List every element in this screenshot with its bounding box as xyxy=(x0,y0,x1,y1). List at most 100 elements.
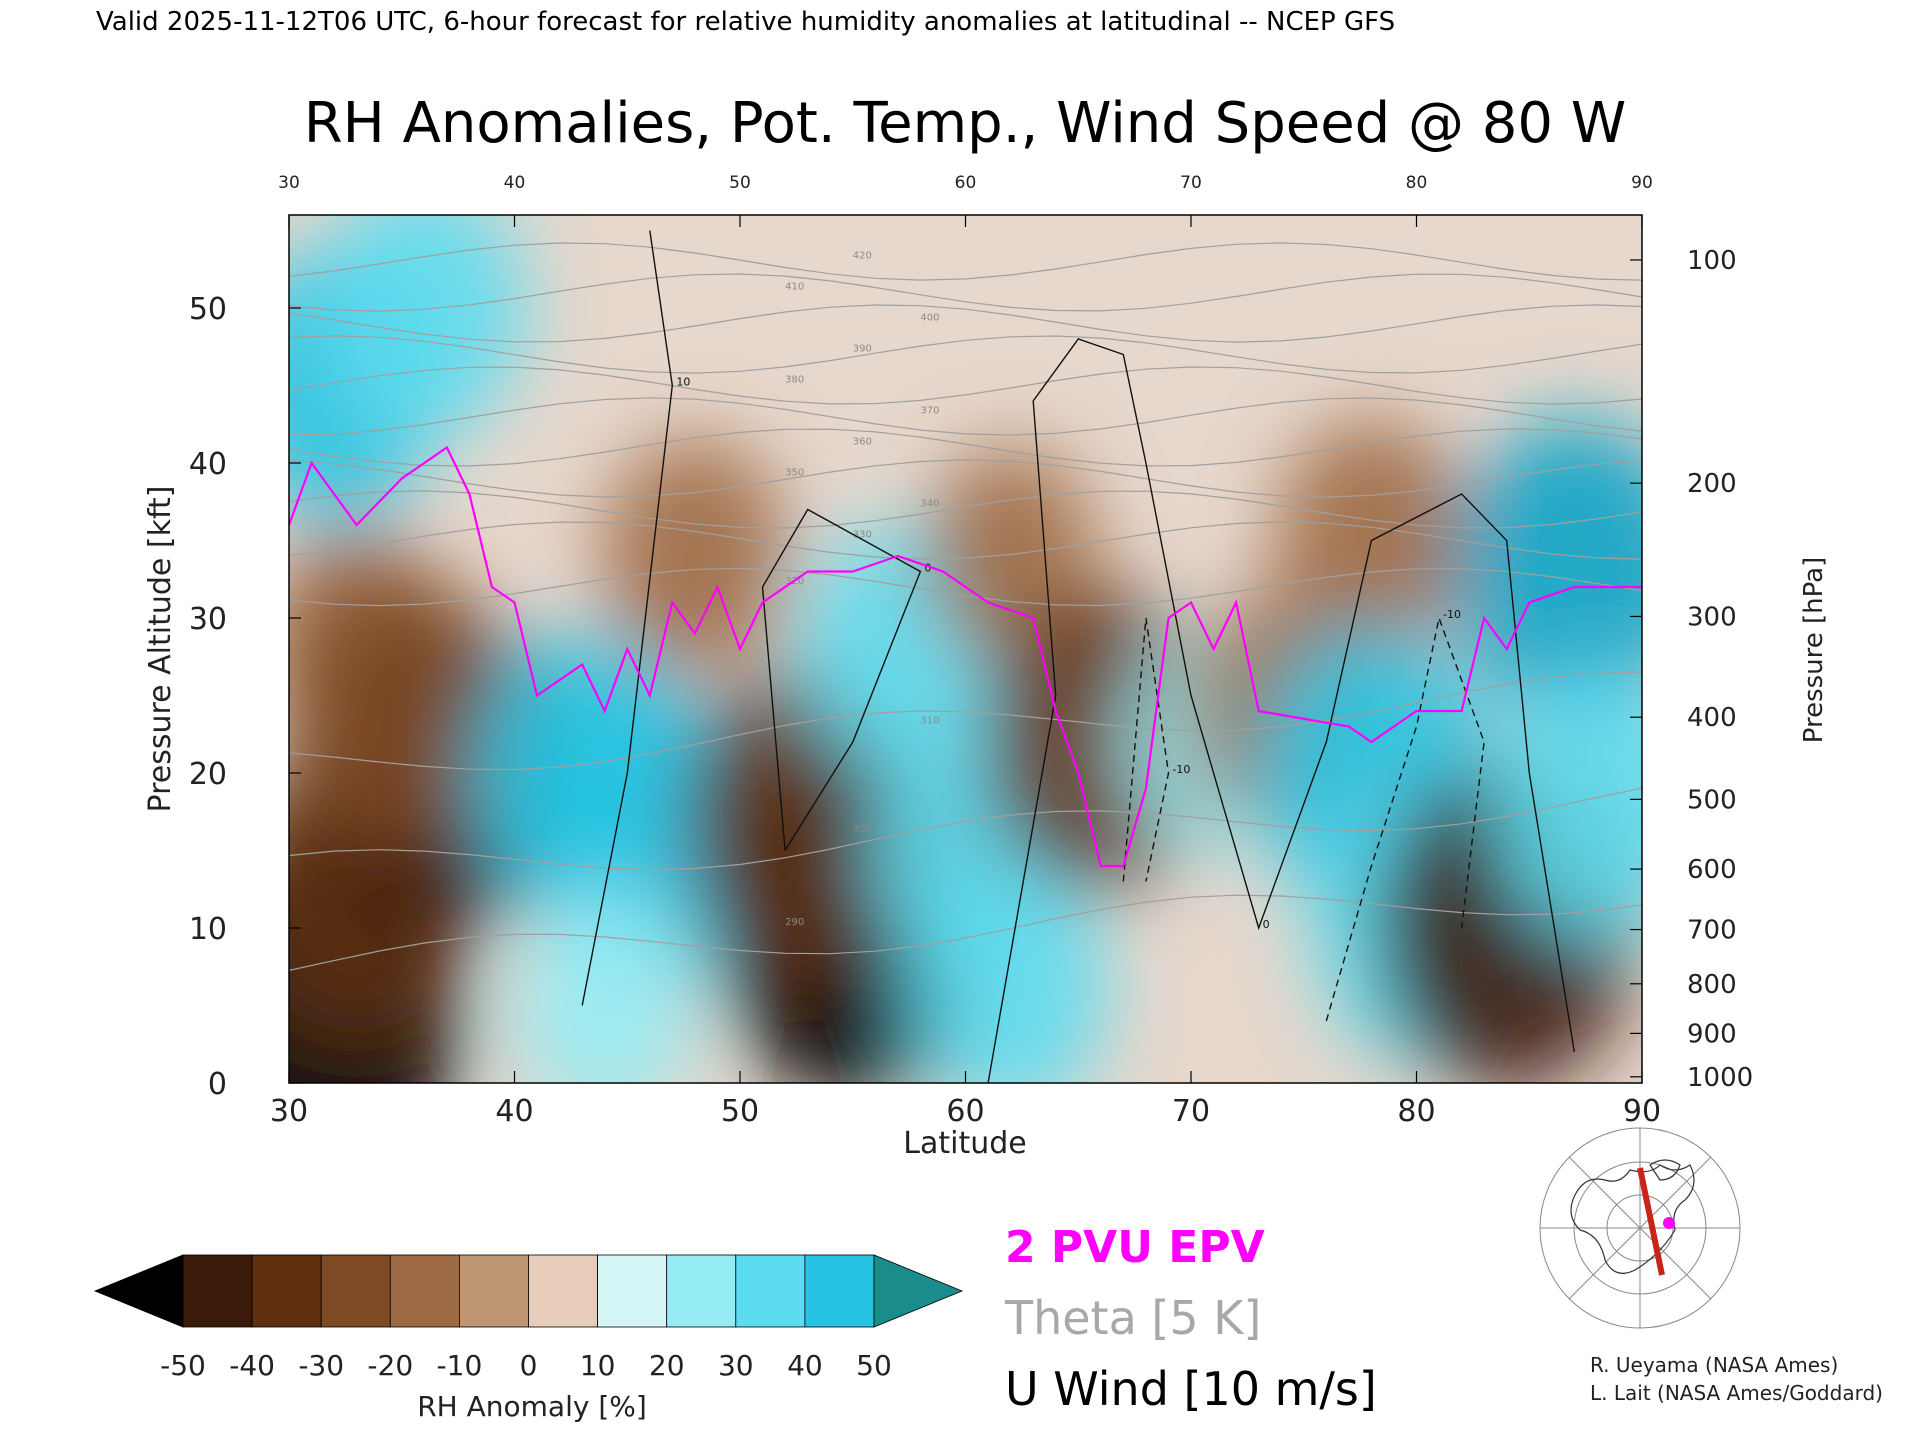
pressure-tick-label-800: 800 xyxy=(1687,970,1737,1000)
y-tick-label-30: 30 xyxy=(189,602,227,637)
theta-label-290: 290 xyxy=(785,917,804,928)
x-tick-label-60: 60 xyxy=(946,1094,984,1129)
theta-label-330: 330 xyxy=(853,530,872,541)
x-top-tick-label-70: 70 xyxy=(1180,173,1202,193)
pressure-tick-label-100: 100 xyxy=(1687,246,1737,276)
anomaly-cell-9 xyxy=(515,891,695,1083)
legend: 2 PVU EPV Theta [5 K] U Wind [10 m/s] xyxy=(1004,1222,1377,1416)
colorbar-segment-1 xyxy=(251,1254,322,1328)
legend-u-wind: U Wind [10 m/s] xyxy=(1005,1362,1377,1416)
colorbar-tick-label-1: -40 xyxy=(229,1349,275,1382)
anomaly-cell-6 xyxy=(321,215,527,438)
theta-contour-290 xyxy=(289,894,1642,971)
theta-label-410: 410 xyxy=(785,282,804,293)
theta-contour-410 xyxy=(289,273,1642,312)
theta-label-310: 310 xyxy=(920,716,939,727)
x-axis-top: 30 40 50 60 70 80 90 xyxy=(278,173,1653,227)
colorbar-segment-3 xyxy=(389,1254,460,1328)
theta-contour-340 xyxy=(289,490,1642,529)
y-tick-label-40: 40 xyxy=(189,447,227,482)
anomaly-cell-17 xyxy=(912,864,1110,1083)
theta-contour-420 xyxy=(289,242,1642,281)
theta-label-370: 370 xyxy=(920,406,939,417)
pressure-axis-label: Pressure [hPa] xyxy=(1799,557,1829,744)
theta-contours: 2903003103203303403503603703803904004104… xyxy=(289,242,1642,971)
valid-line: Valid 2025-11-12T06 UTC, 6-hour forecast… xyxy=(96,7,1395,37)
credit-line-1: R. Ueyama (NASA Ames) xyxy=(1590,1353,1838,1377)
plot-area: 2903003103203303403503603703803904004104… xyxy=(288,214,1643,1084)
pressure-tick-label-1000: 1000 xyxy=(1687,1063,1753,1093)
pressure-tick-label-200: 200 xyxy=(1687,469,1737,499)
x-top-tick-label-90: 90 xyxy=(1631,173,1653,193)
theta-label-340: 340 xyxy=(920,499,939,510)
colorbar-tick-label-10: 50 xyxy=(856,1349,892,1382)
theta-contour-360 xyxy=(289,428,1642,467)
colorbar-segment-8 xyxy=(735,1254,806,1328)
theta-label-420: 420 xyxy=(853,251,872,262)
x-top-tick-label-60: 60 xyxy=(955,173,977,193)
locator-map xyxy=(1539,1127,1741,1329)
theta-contour-350 xyxy=(289,459,1642,498)
anomaly-cell-10 xyxy=(601,437,789,675)
rh-colorbar: -50 -40 -30 -20 -10 0 10 20 30 40 50 xyxy=(93,1254,964,1382)
credit-line-2: L. Lait (NASA Ames/Goddard) xyxy=(1590,1381,1883,1405)
u-wind-contour-4 xyxy=(1325,615,1485,1022)
u-wind-contour-0 xyxy=(581,230,674,1006)
anomaly-cell-24 xyxy=(1452,417,1642,726)
colorbar-segment-0 xyxy=(182,1254,253,1328)
colorbar-segment-4 xyxy=(458,1254,529,1328)
anomaly-cell-4 xyxy=(292,573,511,849)
pressure-tick-label-400: 400 xyxy=(1687,703,1737,733)
y-tick-label-10: 10 xyxy=(189,912,227,947)
colorbar-segment-5 xyxy=(528,1254,598,1328)
colorbar-tick-label-0: -50 xyxy=(160,1349,206,1382)
colorbar-over-triangle xyxy=(873,1254,964,1328)
x-top-tick-label-80: 80 xyxy=(1406,173,1428,193)
theta-contour-380 xyxy=(289,366,1642,405)
colorbar-label: RH Anomaly [%] xyxy=(417,1390,647,1423)
theta-contour-330 xyxy=(289,521,1642,560)
transect-line xyxy=(1637,1167,1665,1276)
x-tick-label-50: 50 xyxy=(721,1094,759,1129)
theta-label-300: 300 xyxy=(853,824,872,835)
x-top-tick-label-50: 50 xyxy=(729,173,751,193)
theta-label-390: 390 xyxy=(853,344,872,355)
colorbar-tick-label-5: 0 xyxy=(520,1349,538,1382)
theta-contour-390 xyxy=(289,335,1642,374)
legend-epv: 2 PVU EPV xyxy=(1005,1222,1265,1273)
colorbar-under-triangle xyxy=(93,1254,184,1328)
theta-contour-300 xyxy=(289,787,1642,871)
u-wind-label-0: 10 xyxy=(676,376,690,389)
pressure-tick-label-500: 500 xyxy=(1687,785,1737,815)
x-top-tick-label-40: 40 xyxy=(504,173,526,193)
x-tick-label-30: 30 xyxy=(270,1094,308,1129)
y-tick-label-0: 0 xyxy=(208,1067,227,1102)
u-wind-label-2: 0 xyxy=(1263,918,1270,931)
transect-marker xyxy=(1663,1217,1675,1229)
pressure-tick-label-300: 300 xyxy=(1687,602,1737,632)
colorbar-tick-label-9: 40 xyxy=(787,1349,823,1382)
colorbar-tick-label-2: -30 xyxy=(298,1349,344,1382)
u-wind-label-4: -10 xyxy=(1443,608,1461,621)
theta-label-380: 380 xyxy=(785,375,804,386)
legend-theta: Theta [5 K] xyxy=(1004,1291,1261,1345)
u-wind-label-3: -10 xyxy=(1172,763,1190,776)
colorbar-tick-label-7: 20 xyxy=(649,1349,685,1382)
x-top-tick-label-30: 30 xyxy=(278,173,300,193)
pressure-tick-label-700: 700 xyxy=(1687,916,1737,946)
x-tick-label-70: 70 xyxy=(1172,1094,1210,1129)
x-tick-label-40: 40 xyxy=(495,1094,533,1129)
anomaly-cell-25 xyxy=(1490,669,1642,939)
y-tick-label-20: 20 xyxy=(189,757,227,792)
colorbar-tick-label-8: 30 xyxy=(718,1349,754,1382)
u-wind-contour-2 xyxy=(987,338,1575,1083)
theta-contour-310 xyxy=(289,671,1642,771)
theta-contour-400 xyxy=(289,304,1642,343)
u-wind-contour-1 xyxy=(761,508,922,851)
theta-label-400: 400 xyxy=(920,313,939,324)
colorbar-segment-7 xyxy=(666,1254,737,1328)
x-tick-label-90: 90 xyxy=(1623,1094,1661,1129)
pressure-tick-label-900: 900 xyxy=(1687,1019,1737,1049)
colorbar-tick-label-6: 10 xyxy=(580,1349,616,1382)
